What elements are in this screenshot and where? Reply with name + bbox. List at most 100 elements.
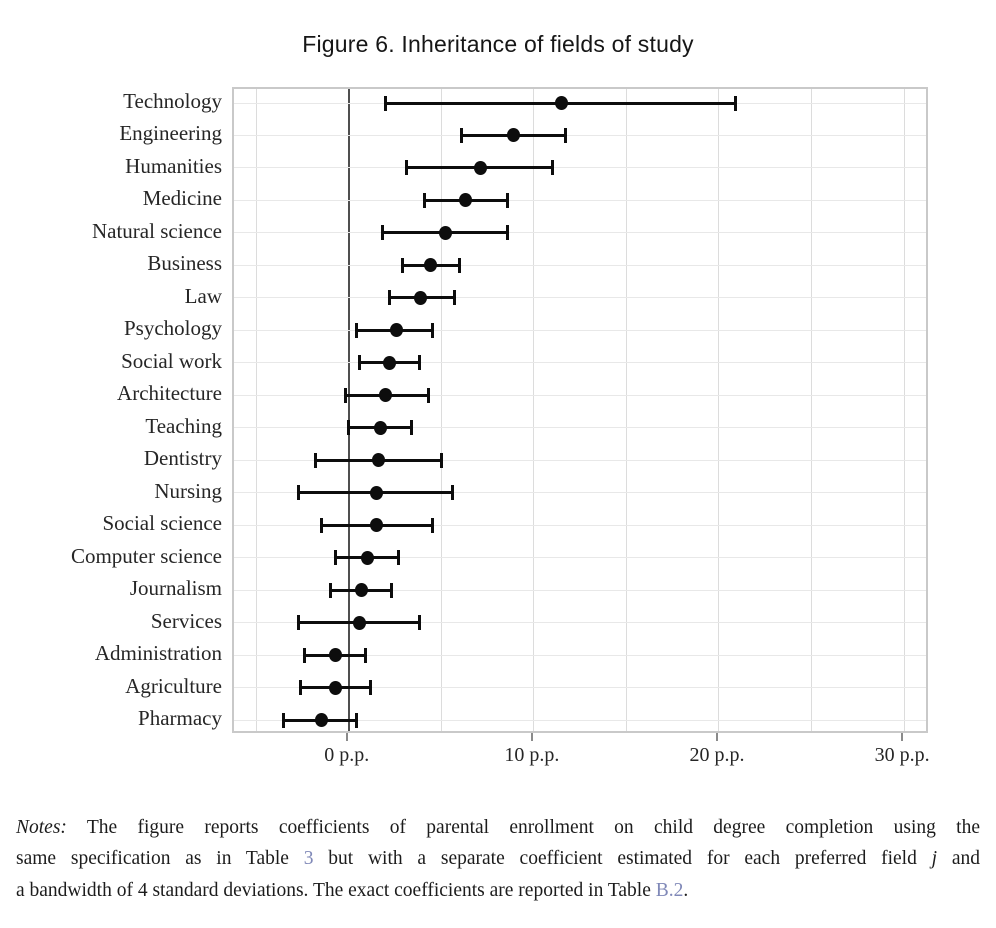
ci-cap-right: [369, 680, 373, 696]
y-axis-label: Medicine: [142, 186, 222, 211]
coefficient-chart: Technology Engineering Humanities Medicine N…: [71, 87, 930, 766]
y-axis-label: Social work: [121, 348, 222, 373]
ci-cap-right: [506, 192, 510, 208]
row-gridline: [234, 232, 926, 234]
ci-cap-left: [387, 290, 391, 306]
point-estimate-dot: [555, 96, 569, 110]
ci-cap-right: [410, 420, 414, 436]
y-axis-label: Law: [184, 283, 222, 308]
point-estimate-dot: [473, 160, 487, 175]
notes-line: Notes: The figure reports coefficients o…: [16, 812, 980, 844]
zero-line: [347, 89, 350, 731]
ci-cap-left: [347, 420, 351, 436]
ci-cap-right: [430, 517, 434, 533]
ci-cap-right: [563, 127, 567, 143]
point-estimate-dot: [371, 453, 385, 468]
row-gridline: [234, 459, 926, 461]
row-gridline: [234, 687, 926, 689]
notes-text: .: [683, 879, 689, 901]
table-reference-link[interactable]: B.2: [655, 879, 684, 901]
notes-text: a bandwidth of 4 standard deviations. Th…: [16, 879, 656, 901]
point-estimate-dot: [360, 550, 374, 565]
x-axis-tick: [715, 733, 718, 741]
row-gridline: [234, 524, 926, 526]
ci-cap-left: [343, 387, 347, 403]
vertical-gridline: [255, 89, 257, 731]
point-estimate-dot: [423, 258, 437, 273]
table-reference-link[interactable]: 3: [303, 848, 314, 869]
ci-cap-right: [506, 225, 510, 241]
ci-cap-right: [734, 95, 738, 111]
ci-cap-left: [400, 257, 404, 273]
figure-title: Figure 6. Inheritance of fields of study: [302, 31, 694, 57]
ci-cap-right: [458, 257, 462, 273]
ci-cap-left: [299, 680, 303, 696]
ci-cap-right: [354, 712, 358, 728]
ci-cap-right: [426, 387, 430, 403]
notes-text: but with a separate coefficient estimate…: [313, 848, 932, 869]
row-gridline: [234, 492, 926, 494]
y-axis-label: Engineering: [119, 121, 222, 146]
ci-cap-right: [550, 160, 554, 176]
ci-cap-left: [404, 160, 408, 176]
row-gridline: [234, 264, 926, 266]
x-axis-tick-label: 0 p.p.: [324, 744, 370, 766]
ci-cap-left: [423, 192, 427, 208]
ci-cap-right: [439, 452, 443, 468]
ci-cap-left: [380, 225, 384, 241]
point-estimate-dot: [370, 485, 384, 500]
row-gridline: [234, 557, 926, 559]
ci-cap-right: [452, 290, 456, 306]
row-gridline: [234, 394, 926, 396]
y-axis-label: Agriculture: [125, 673, 222, 698]
row-gridline: [234, 297, 926, 299]
notes-italic-text: Notes:: [16, 816, 67, 838]
point-estimate-dot: [314, 713, 328, 727]
notes-line: same specification as in Table 3 but wit…: [16, 843, 980, 875]
ci-cap-right: [430, 322, 434, 338]
ci-cap-left: [297, 485, 301, 501]
row-gridline: [234, 199, 926, 201]
ci-cap-right: [417, 355, 421, 371]
ci-cap-right: [363, 647, 367, 663]
y-axis-label: Business: [147, 251, 222, 276]
y-axis-label: Social science: [102, 511, 222, 536]
x-axis-tick-label: 20 p.p.: [689, 744, 745, 766]
notes-text: The figure reports coefficients of paren…: [66, 816, 980, 838]
vertical-gridline: [440, 89, 442, 731]
point-estimate-dot: [353, 615, 367, 630]
row-gridline: [234, 654, 926, 656]
y-axis-label: Services: [150, 608, 222, 633]
row-gridline: [234, 362, 926, 364]
plot-area: [232, 87, 928, 733]
ci-cap-right: [417, 615, 421, 631]
ci-cap-left: [302, 647, 306, 663]
figure-notes: Notes: The figure reports coefficients o…: [16, 812, 980, 907]
row-gridline: [234, 134, 926, 136]
y-axis-label: Technology: [123, 89, 222, 113]
y-axis-label: Nursing: [154, 478, 222, 503]
row-gridline: [234, 719, 926, 721]
y-axis-label: Administration: [94, 641, 222, 666]
ci-cap-left: [384, 95, 388, 111]
vertical-gridline: [811, 89, 813, 731]
point-estimate-dot: [373, 420, 387, 435]
ci-cap-left: [297, 615, 301, 631]
ci-cap-right: [397, 550, 401, 566]
y-axis-label: Psychology: [123, 316, 222, 341]
vertical-gridline: [903, 89, 905, 731]
vertical-gridline: [533, 89, 535, 731]
ci-cap-left: [354, 322, 358, 338]
ci-cap-left: [328, 582, 332, 598]
vertical-gridline: [718, 89, 720, 731]
notes-text: same specification as in Table: [16, 848, 304, 869]
row-gridline: [234, 167, 926, 169]
ci-cap-left: [358, 355, 362, 371]
point-estimate-dot: [390, 323, 404, 338]
ci-cap-left: [313, 452, 317, 468]
point-estimate-dot: [355, 583, 369, 598]
vertical-gridline: [625, 89, 627, 731]
notes-line: a bandwidth of 4 standard deviations. Th…: [16, 875, 980, 907]
point-estimate-dot: [329, 648, 343, 663]
